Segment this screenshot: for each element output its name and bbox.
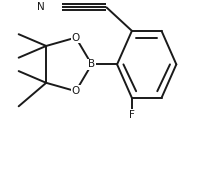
Text: F: F [129,110,135,120]
Text: N: N [37,2,45,12]
Text: O: O [72,86,80,96]
Text: B: B [88,59,95,69]
Text: O: O [72,33,80,43]
